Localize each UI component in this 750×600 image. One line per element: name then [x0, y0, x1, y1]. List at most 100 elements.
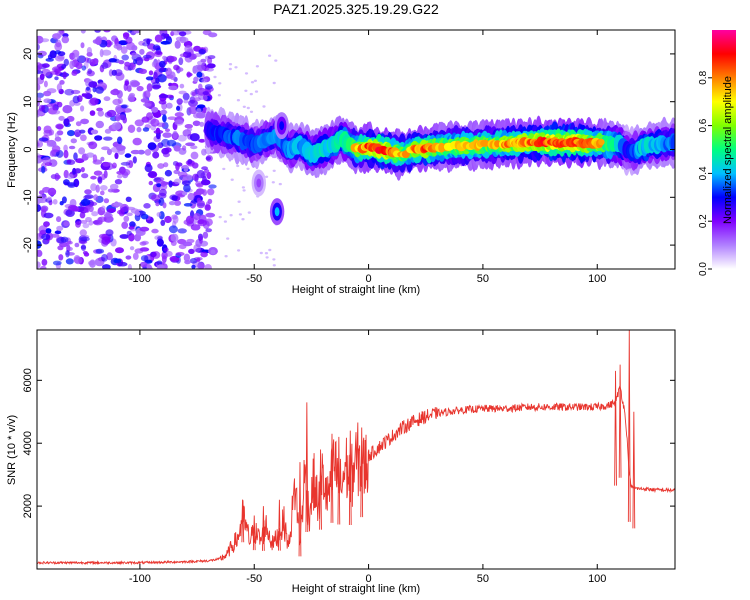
noise-speckle	[157, 74, 167, 83]
noise-speckle	[130, 149, 141, 155]
noise-speckle	[207, 188, 215, 196]
y-tick-label: 20	[22, 48, 34, 60]
noise-speckle	[196, 71, 203, 78]
noise-speckle	[250, 81, 255, 84]
noise-speckle	[80, 134, 87, 142]
noise-speckle	[168, 56, 178, 62]
noise-speckle	[99, 185, 108, 191]
noise-speckle	[95, 36, 102, 46]
noise-speckle	[55, 55, 65, 62]
colorbar-tick-label: 0.0	[698, 262, 709, 276]
noise-speckle	[112, 98, 122, 106]
noise-speckle	[89, 97, 100, 106]
noise-speckle	[84, 189, 92, 195]
noise-speckle	[132, 137, 142, 146]
snr-spike	[252, 515, 256, 551]
noise-speckle	[244, 89, 248, 93]
snr-spike	[330, 433, 334, 523]
noise-speckle	[146, 83, 153, 92]
noise-speckle	[224, 255, 228, 258]
noise-speckle	[208, 32, 218, 38]
noise-speckle	[175, 190, 186, 197]
noise-speckle	[128, 226, 135, 230]
noise-speckle	[196, 170, 205, 179]
noise-speckle	[195, 112, 206, 119]
noise-speckle	[176, 105, 181, 111]
x-tick-label: 0	[366, 273, 372, 285]
noise-speckle	[89, 59, 96, 67]
noise-speckle	[57, 30, 63, 38]
noise-speckle	[202, 95, 208, 101]
noise-speckle	[226, 237, 230, 240]
noise-speckle	[154, 34, 163, 43]
noise-speckle	[103, 30, 111, 33]
noise-speckle	[89, 110, 96, 116]
noise-speckle	[118, 40, 128, 46]
noise-speckle	[207, 198, 213, 204]
noise-speckle	[115, 247, 124, 254]
noise-speckle	[157, 236, 163, 241]
noise-speckle	[199, 236, 203, 244]
noise-speckle	[117, 174, 123, 179]
noise-speckle	[73, 152, 78, 161]
noise-speckle	[63, 150, 69, 159]
x-tick-label: -50	[246, 573, 262, 585]
colorbar-tick-label: 0.6	[698, 118, 709, 132]
noise-speckle	[126, 230, 132, 236]
noise-speckle	[173, 64, 180, 71]
noise-speckle	[43, 212, 54, 219]
noise-speckle	[184, 124, 193, 129]
noise-speckle	[63, 221, 70, 227]
noise-speckle	[120, 161, 131, 166]
noise-speckle	[46, 88, 57, 94]
colorbar-tick-label: 0.8	[698, 70, 709, 84]
noise-speckle	[139, 226, 150, 232]
noise-speckle	[162, 114, 167, 123]
noise-speckle	[97, 217, 103, 224]
y-tick-label: 4000	[22, 431, 34, 455]
noise-speckle	[51, 66, 62, 73]
noise-speckle	[73, 53, 80, 60]
noise-speckle	[123, 82, 128, 92]
noise-speckle	[182, 241, 193, 247]
noise-speckle	[173, 145, 181, 152]
noise-speckle	[103, 96, 111, 102]
noise-speckle	[208, 184, 217, 189]
noise-speckle	[218, 215, 222, 219]
noise-speckle	[97, 176, 103, 184]
colorbar-ticks: 0.0 0.2 0.4 0.6 0.8	[698, 70, 712, 276]
noise-speckle	[126, 85, 132, 92]
noise-speckle	[162, 202, 167, 209]
noise-speckle	[205, 155, 213, 162]
noise-speckle	[37, 110, 41, 118]
snr-spike	[241, 502, 245, 543]
noise-speckle	[107, 188, 115, 193]
noise-speckle	[47, 187, 57, 196]
noise-speckle	[114, 152, 119, 159]
noise-speckle	[163, 162, 169, 168]
noise-speckle	[121, 54, 129, 61]
noise-speckle	[155, 127, 161, 134]
noise-speckle	[136, 85, 144, 92]
noise-speckle	[133, 59, 137, 65]
noise-speckle	[195, 188, 205, 195]
noise-speckle	[206, 171, 212, 180]
noise-speckle	[143, 54, 152, 59]
noise-speckle	[241, 218, 245, 221]
noise-speckle	[151, 194, 160, 202]
noise-speckle	[88, 220, 94, 226]
noise-speckle	[236, 164, 240, 168]
noise-speckle	[147, 142, 157, 151]
noise-speckle	[200, 251, 208, 258]
noise-speckle	[179, 83, 185, 89]
noise-speckle	[237, 200, 241, 203]
noise-speckle	[205, 67, 214, 72]
noise-speckle	[165, 102, 173, 109]
noise-speckle	[271, 181, 275, 184]
noise-speckle	[188, 105, 198, 115]
noise-speckle	[125, 36, 133, 44]
noise-speckle	[69, 60, 75, 70]
signal-blob	[494, 140, 501, 148]
x-tick-label: -100	[129, 273, 151, 285]
